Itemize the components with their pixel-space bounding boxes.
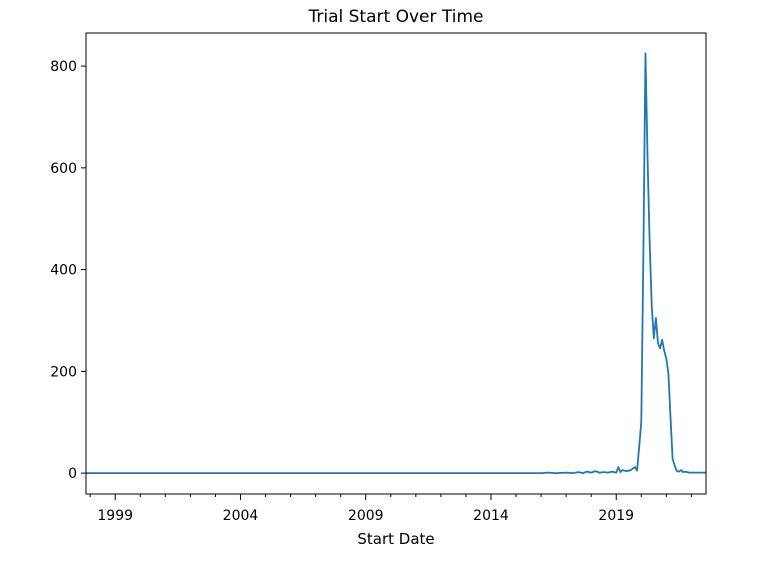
y-tick-label: 800 bbox=[50, 59, 77, 75]
axis-ticks: 0 200 400 600 800 1999 2004 2009 2014 2019 bbox=[50, 59, 692, 524]
y-tick-label: 400 bbox=[50, 263, 77, 279]
y-tick-label: 0 bbox=[68, 466, 77, 482]
x-tick-label: 2014 bbox=[473, 508, 509, 524]
y-tick-label: 200 bbox=[50, 364, 77, 380]
series-line bbox=[86, 52, 706, 475]
x-axis-label: Start Date bbox=[357, 530, 434, 548]
plot-frame bbox=[85, 32, 707, 495]
x-tick-label: 2004 bbox=[223, 508, 259, 524]
x-tick-label: 1999 bbox=[97, 508, 133, 524]
series-layer bbox=[86, 52, 706, 475]
chart-title: Trial Start Over Time bbox=[308, 7, 484, 27]
x-tick-label: 2009 bbox=[348, 508, 384, 524]
x-tick-label: 2019 bbox=[598, 508, 634, 524]
y-tick-label: 600 bbox=[50, 161, 77, 177]
